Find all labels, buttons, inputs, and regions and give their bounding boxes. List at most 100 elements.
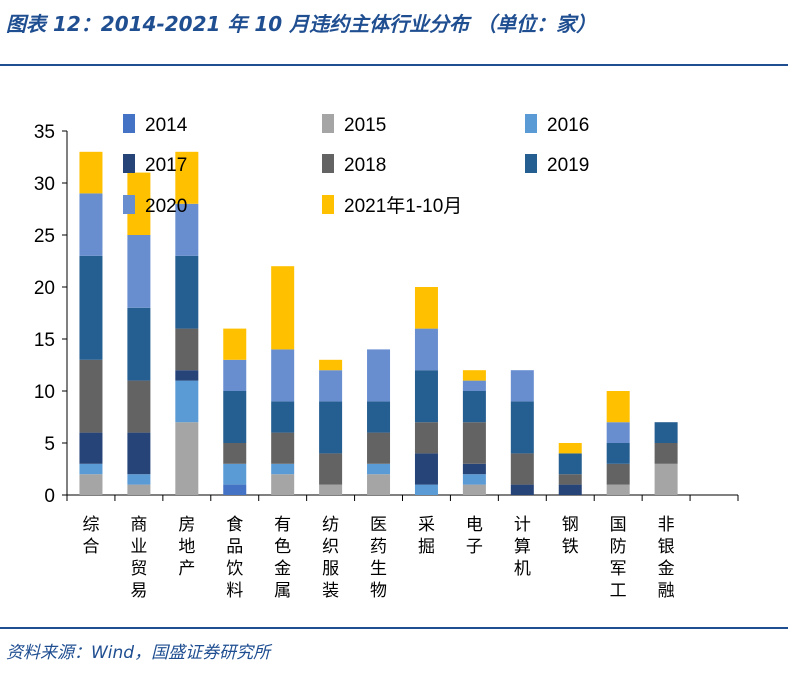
bar-segment (79, 463, 103, 475)
category-label: 商业贸易 (130, 515, 147, 601)
bar-segment (79, 151, 103, 194)
bar-segment (175, 203, 199, 256)
bar-segment (462, 370, 486, 381)
y-tick-label: 0 (44, 486, 55, 507)
bar-segment (223, 443, 247, 464)
category-label: 医药生物 (370, 515, 387, 601)
bar-segment (223, 359, 247, 391)
bar-segment (462, 391, 486, 423)
bar-segment (127, 484, 151, 495)
bar-segment (654, 443, 678, 464)
bar-segment (510, 453, 534, 485)
bar-segment (127, 172, 151, 235)
figure-title: 图表 12：2014-2021 年 10 月违约主体行业分布 （单位：家） (6, 12, 597, 36)
bar-segment (127, 307, 151, 381)
bar-segment (175, 422, 199, 495)
bar-segment (606, 484, 630, 495)
bar-segment (654, 422, 678, 443)
bars (79, 151, 678, 495)
bar-segment (462, 422, 486, 464)
bar-segment (558, 453, 582, 475)
legend-label: 2018 (344, 155, 386, 176)
figure-source: 资料来源：Wind，国盛证券研究所 (6, 643, 271, 663)
category-label: 计算机 (514, 515, 531, 579)
bar-segment (414, 453, 438, 485)
bar-segment (79, 432, 103, 464)
category-label: 纺织服装 (322, 515, 339, 601)
bar-segment (79, 255, 103, 360)
category-label: 综合 (82, 515, 99, 557)
bar-segment (127, 474, 151, 485)
legend-swatch (322, 195, 334, 214)
bar-segment (558, 474, 582, 485)
y-tick-label: 35 (34, 122, 55, 143)
legend-label: 2014 (145, 115, 188, 136)
category-label: 有色金属 (274, 515, 291, 601)
bar-segment (175, 151, 199, 204)
y-tick-label: 5 (44, 434, 55, 455)
legend-swatch (322, 154, 334, 173)
bar-segment (175, 255, 199, 329)
legend-label: 2020 (145, 196, 187, 217)
bar-segment (223, 328, 247, 360)
bar-segment (127, 380, 151, 433)
bar-segment (510, 484, 534, 495)
bar-segment (271, 474, 295, 495)
bar-segment (319, 484, 343, 495)
category-label: 国防军工 (610, 515, 627, 601)
legend-swatch (123, 114, 135, 133)
bar-segment (319, 401, 343, 454)
bar-segment (223, 391, 247, 443)
y-tick-label: 10 (34, 382, 55, 403)
bar-segment (367, 432, 391, 464)
bar-segment (367, 463, 391, 475)
bar-segment (271, 463, 295, 475)
bar-segment (462, 474, 486, 485)
bar-segment (606, 391, 630, 423)
legend: 2014 2015 2016 2017 2018 2019 2020 2021年1-10月 (123, 114, 589, 217)
bar-segment (606, 443, 630, 464)
category-label: 采掘 (418, 515, 435, 557)
legend-label: 2019 (547, 155, 589, 176)
bar-segment (414, 370, 438, 423)
title-divider (0, 64, 788, 66)
bar-segment (175, 380, 199, 423)
category-label: 电子 (466, 515, 483, 557)
y-tick-label: 25 (34, 226, 55, 247)
bar-segment (223, 463, 247, 485)
legend-swatch (123, 195, 135, 214)
y-tick-label: 20 (34, 278, 55, 299)
bar-segment (175, 328, 199, 371)
bar-segment (367, 474, 391, 495)
bar-segment (462, 463, 486, 475)
bar-segment (127, 235, 151, 308)
bar-segment (654, 463, 678, 495)
bar-segment (462, 380, 486, 391)
bar-segment (319, 370, 343, 402)
bar-segment (79, 193, 103, 256)
bar-segment (558, 484, 582, 495)
bar-segment (414, 422, 438, 454)
bar-segment (127, 432, 151, 475)
bar-segment (271, 349, 295, 402)
bar-segment (414, 484, 438, 495)
category-label: 钢铁 (562, 515, 579, 557)
legend-swatch (322, 114, 334, 133)
y-tick-label: 15 (34, 330, 55, 351)
legend-swatch (525, 154, 537, 173)
bar-segment (606, 463, 630, 485)
bar-segment (606, 422, 630, 443)
legend-swatch (525, 114, 537, 133)
bar-segment (319, 453, 343, 485)
source-divider (0, 627, 788, 629)
legend-label: 2017 (145, 155, 187, 176)
bar-segment (510, 401, 534, 454)
legend-label: 2016 (547, 115, 589, 136)
bar-segment (271, 401, 295, 433)
legend-label: 2015 (344, 115, 386, 136)
bar-segment (319, 359, 343, 371)
bar-segment (367, 349, 391, 402)
bar-segment (367, 401, 391, 433)
category-label: 非银金融 (658, 515, 675, 601)
